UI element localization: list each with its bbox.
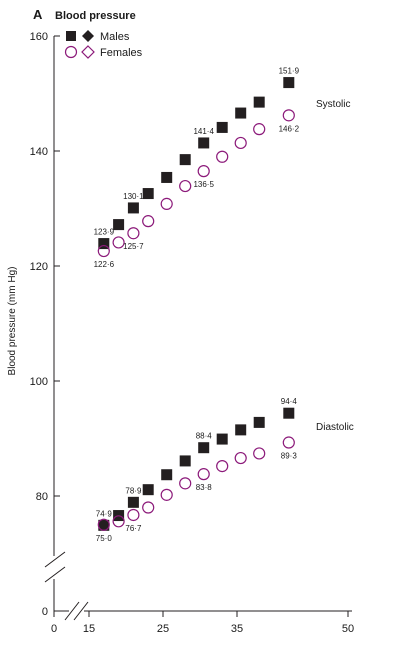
male-systolic-point <box>179 154 191 166</box>
data-label: 146·2 <box>279 124 300 133</box>
x-tick-label: 0 <box>51 623 57 635</box>
y-tick-label: 100 <box>30 376 48 388</box>
data-label: 75·0 <box>96 534 113 543</box>
female-diastolic-point <box>179 477 192 490</box>
male-diastolic-point <box>98 519 110 531</box>
data-label: 89·3 <box>281 452 298 461</box>
male-diastolic-point <box>127 496 139 508</box>
female-systolic-point <box>253 123 266 136</box>
male-diastolic-point <box>216 433 228 445</box>
male-diastolic-point <box>253 416 265 428</box>
x-tick-label: 50 <box>342 623 354 635</box>
panel-label: A <box>33 7 43 22</box>
x-axis-break-mark-1 <box>64 601 80 621</box>
male-diastolic-point <box>161 469 173 481</box>
y-tick-label: 120 <box>30 261 48 273</box>
diastolic-group-label: Diastolic <box>316 422 354 433</box>
male-systolic-point <box>235 107 247 119</box>
data-label: 94·4 <box>281 397 298 406</box>
legend-males-label: Males <box>100 31 130 43</box>
female-systolic-point <box>179 179 192 193</box>
legend-males-square-icon <box>66 31 76 41</box>
data-label: 88·4 <box>196 432 213 441</box>
male-diastolic-point <box>142 484 154 496</box>
x-tick-label: 15 <box>83 623 95 635</box>
female-diastolic-point <box>112 515 125 528</box>
data-label: 151·9 <box>279 67 300 76</box>
female-diastolic-point <box>97 518 110 531</box>
male-diastolic-point <box>179 455 191 467</box>
male-systolic-point <box>283 77 295 89</box>
male-systolic-point <box>216 121 228 133</box>
female-systolic-point <box>97 244 110 258</box>
y-tick-label: 0 <box>42 606 48 618</box>
male-systolic-point <box>142 188 154 200</box>
female-diastolic-point <box>127 508 140 522</box>
data-label: 74·9 <box>96 509 113 518</box>
female-systolic-point <box>142 215 155 228</box>
axes <box>44 36 352 621</box>
y-axis-label: Blood pressure (mm Hg) <box>7 267 18 376</box>
data-label: 78·9 <box>125 486 142 495</box>
male-diastolic-point <box>235 424 247 436</box>
female-diastolic-point <box>216 460 229 473</box>
y-axis-break-mark-2 <box>44 566 66 583</box>
chart-title: Blood pressure <box>55 10 136 22</box>
female-systolic-point <box>112 236 125 249</box>
female-diastolic-point <box>253 447 266 460</box>
male-systolic-point <box>127 202 139 214</box>
data-label: 125·7 <box>123 242 144 251</box>
y-tick-label: 140 <box>30 146 48 158</box>
legend-females-diamond-icon <box>81 45 95 59</box>
systolic-group-label: Systolic <box>316 99 350 110</box>
female-diastolic-point <box>282 436 295 449</box>
legend-females-label: Females <box>100 47 143 59</box>
female-systolic-point <box>127 227 140 240</box>
female-systolic-point <box>282 109 295 122</box>
female-diastolic-point <box>197 468 210 481</box>
y-axis-break-mark-1 <box>44 551 66 568</box>
male-systolic-point <box>161 171 173 183</box>
data-label: 141·4 <box>193 127 214 136</box>
female-diastolic-point <box>142 501 155 514</box>
male-diastolic-point <box>198 442 210 454</box>
female-diastolic-point <box>234 451 247 465</box>
data-label: 130·1 <box>123 192 144 201</box>
data-label: 136·5 <box>193 180 214 189</box>
data-label: 83·8 <box>196 483 213 492</box>
legend: Males Females <box>64 30 143 59</box>
male-diastolic-point <box>283 407 295 419</box>
data-label: 76·7 <box>125 524 142 533</box>
male-systolic-point <box>253 96 265 108</box>
male-systolic-point <box>198 137 210 149</box>
female-systolic-point <box>197 165 210 178</box>
female-systolic-point <box>216 150 229 163</box>
y-tick-label: 160 <box>30 31 48 43</box>
female-diastolic-point <box>160 488 173 501</box>
x-axis-break-mark-2 <box>73 601 89 621</box>
male-systolic-point <box>113 219 125 231</box>
chart-marks: 0 80 100 120 140 160 0 15 25 35 50 123·9 130·1 141·4 1… <box>30 31 354 635</box>
data-label: 122·6 <box>94 260 115 269</box>
y-tick-label: 80 <box>36 491 48 503</box>
female-systolic-point <box>160 197 173 210</box>
x-tick-label: 35 <box>231 623 243 635</box>
legend-females-circle-icon <box>64 45 78 59</box>
x-tick-label: 25 <box>157 623 169 635</box>
female-systolic-point <box>234 136 247 150</box>
data-label: 123·9 <box>94 228 115 237</box>
legend-males-diamond-icon <box>82 30 94 42</box>
male-systolic-point <box>98 238 110 250</box>
